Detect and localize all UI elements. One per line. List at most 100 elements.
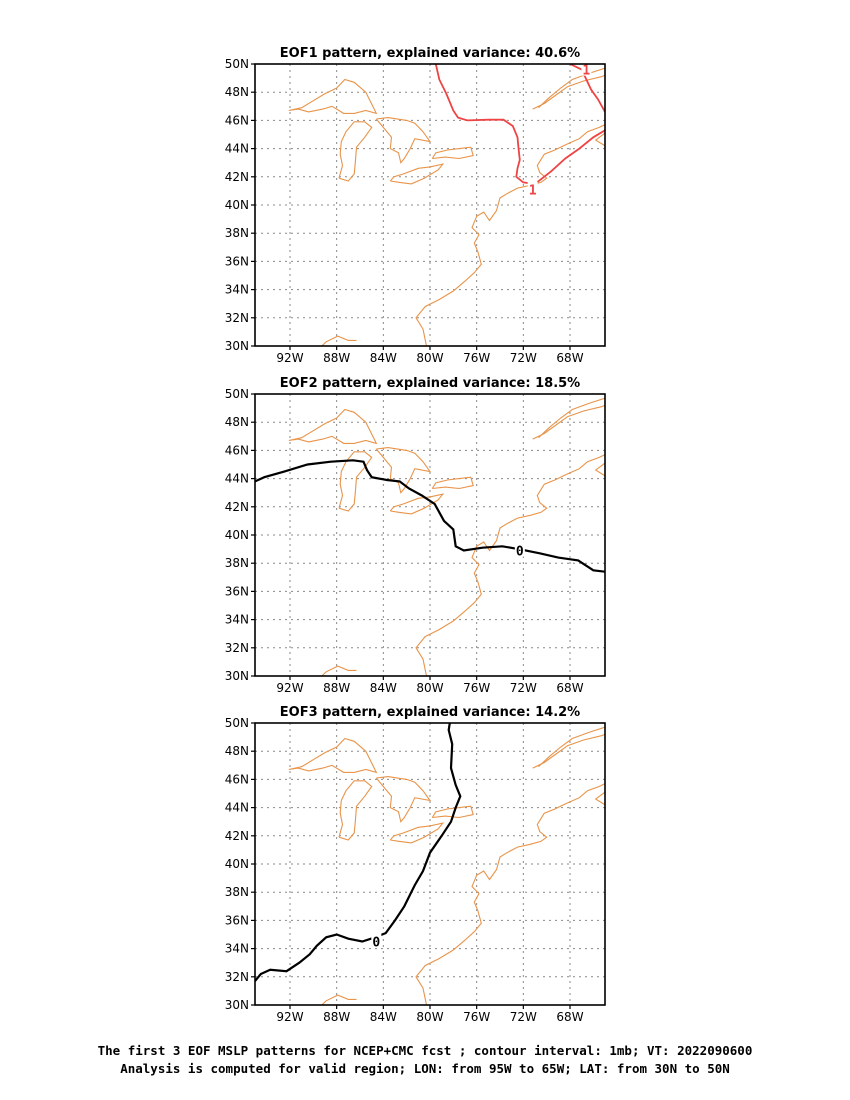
lon-tick-label: 92W [276,1010,303,1024]
lat-tick-label: 42N [225,829,249,843]
lat-tick-label: 30N [225,669,249,683]
coastline [431,476,474,490]
coastline [375,117,432,164]
lat-tick-label: 38N [225,885,249,899]
coastline [375,776,432,823]
coastline [594,132,605,147]
coastline [538,397,605,439]
lat-tick-label: 34N [225,613,249,627]
lon-tick-label: 80W [416,351,443,365]
lon-tick-label: 88W [323,681,350,695]
contour-label: 0 [372,936,380,951]
lon-tick-label: 84W [370,681,397,695]
grid-lines [255,723,605,1005]
lon-tick-label: 72W [510,681,537,695]
coastline [594,462,605,477]
contour-label: 0 [516,545,524,560]
lon-tick-label: 80W [416,1010,443,1024]
contour-line [569,64,605,113]
lon-tick-label: 72W [510,351,537,365]
contour-label: 1 [529,183,537,198]
coastline [338,451,373,512]
coastline [389,493,445,515]
map-panel-2: EOF2 pattern, explained variance: 18.5% 0… [225,376,606,695]
panel-title: EOF2 pattern, explained variance: 18.5% [280,376,580,391]
coastline [338,121,373,182]
contours: 0 [255,459,605,573]
lon-tick-label: 76W [463,1010,490,1024]
lat-tick-label: 42N [225,170,249,184]
coastline [375,447,432,494]
coastline [532,404,605,440]
lat-tick-label: 48N [225,85,249,99]
contour-label: 1 [582,64,590,79]
lat-tick-label: 32N [225,641,249,655]
coastline [415,454,605,676]
lat-tick-label: 40N [225,528,249,542]
lat-tick-label: 40N [225,857,249,871]
lat-tick-label: 34N [225,942,249,956]
coastline [288,78,378,115]
lat-tick-label: 42N [225,500,249,514]
contour-label-bg [514,542,525,557]
coastline [389,163,445,185]
lon-tick-label: 88W [323,1010,350,1024]
lat-tick-label: 34N [225,283,249,297]
coastlines [288,67,605,346]
lat-tick-label: 36N [225,584,249,598]
coastlines [288,397,605,676]
contour-label-bg [581,64,592,76]
lat-tick-label: 48N [225,744,249,758]
coastline [288,408,378,445]
contour-line [255,723,462,982]
panel-title: EOF3 pattern, explained variance: 14.2% [280,705,580,720]
lat-tick-label: 36N [225,913,249,927]
coastline [415,124,605,346]
eof-maps: EOF1 pattern, explained variance: 40.6%1… [225,46,606,1024]
lon-tick-label: 80W [416,681,443,695]
lon-tick-label: 76W [463,351,490,365]
coastline [338,780,373,841]
coastline [431,805,474,819]
map-panel-1: EOF1 pattern, explained variance: 40.6%1… [225,46,606,365]
lat-tick-label: 32N [225,311,249,325]
contours: 11 [434,64,605,198]
grid-lines [255,394,605,676]
lat-tick-label: 50N [225,387,249,401]
lat-tick-label: 46N [225,772,249,786]
lon-tick-label: 72W [510,1010,537,1024]
lon-tick-label: 92W [276,351,303,365]
coastline [594,791,605,806]
coastlines [288,726,605,1005]
map-panel-3: EOF3 pattern, explained variance: 14.2% 0… [225,705,606,1024]
lat-tick-label: 38N [225,556,249,570]
coastline [431,146,474,160]
contour-label-bg [527,181,538,196]
grid-lines [255,64,605,346]
lat-tick-label: 36N [225,254,249,268]
caption-line-2: Analysis is computed for valid region; L… [120,1061,730,1076]
contour-label-bg [371,933,382,948]
lat-tick-label: 40N [225,198,249,212]
lon-tick-label: 68W [556,681,583,695]
lat-tick-label: 44N [225,472,249,486]
panel-title: EOF1 pattern, explained variance: 40.6% [280,46,580,61]
contours: 0 [255,723,462,982]
lon-tick-label: 68W [556,1010,583,1024]
lat-tick-label: 44N [225,142,249,156]
coastline [320,335,357,346]
coastline [389,822,445,844]
contour-line [255,459,605,573]
lat-tick-label: 46N [225,443,249,457]
lat-tick-label: 38N [225,226,249,240]
lat-tick-label: 48N [225,415,249,429]
coastline [320,994,357,1005]
lon-tick-label: 88W [323,351,350,365]
coastline [538,67,605,109]
lat-tick-label: 50N [225,57,249,71]
caption-line-1: The first 3 EOF MSLP patterns for NCEP+C… [97,1043,753,1058]
lat-tick-label: 50N [225,716,249,730]
lon-tick-label: 84W [370,1010,397,1024]
lat-tick-label: 30N [225,998,249,1012]
lon-tick-label: 76W [463,681,490,695]
